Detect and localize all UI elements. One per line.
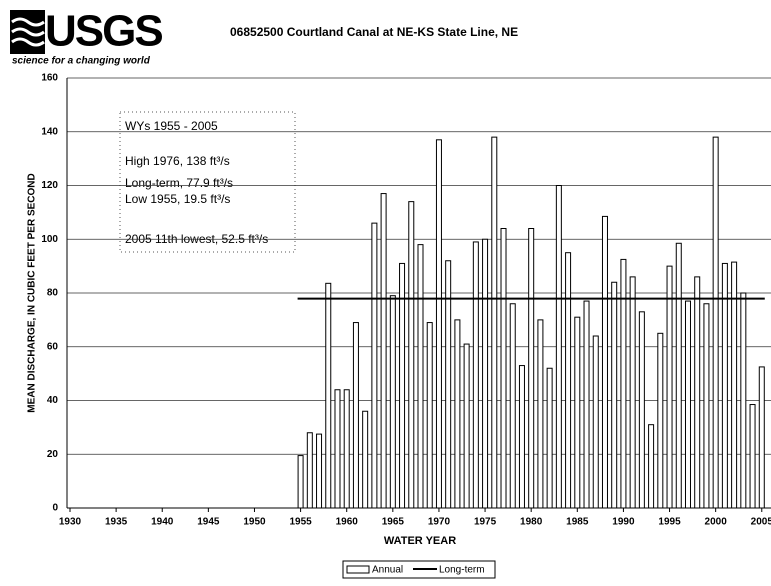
bar <box>500 228 507 509</box>
bar <box>574 316 581 509</box>
bar <box>445 260 452 509</box>
bar <box>740 292 747 509</box>
x-tick-label: 1975 <box>474 517 497 528</box>
bar <box>316 433 323 509</box>
annotation: High 1976, 138 ft³/s <box>125 154 230 168</box>
bar <box>648 424 655 509</box>
logo-waves <box>11 17 45 47</box>
x-tick-label: 1980 <box>520 517 543 528</box>
chart-title: 06852500 Courtland Canal at NE-KS State … <box>230 25 518 39</box>
annotation: Long-term, 77.9 ft³/s <box>125 176 233 190</box>
bar <box>565 252 572 509</box>
x-tick-label: 1935 <box>105 517 128 528</box>
x-tick-label: 1995 <box>658 517 681 528</box>
bar <box>306 432 313 509</box>
bar <box>592 335 599 509</box>
bar <box>463 343 470 509</box>
bar <box>371 222 378 509</box>
bar <box>417 244 424 509</box>
y-tick-label: 100 <box>41 234 58 245</box>
y-tick-label: 120 <box>41 180 58 191</box>
bar <box>343 389 350 509</box>
bar <box>426 322 433 509</box>
x-tick-label: 2005 <box>751 517 771 528</box>
bar <box>657 332 664 509</box>
bar <box>482 238 489 509</box>
x-axis-label: WATER YEAR <box>384 535 456 547</box>
legend-label: Long-term <box>439 565 485 576</box>
bar <box>694 276 701 509</box>
bar <box>583 300 590 509</box>
y-tick-label: 140 <box>41 126 58 137</box>
x-tick-label: 1955 <box>289 517 312 528</box>
bar <box>518 365 525 509</box>
x-tick-label: 1990 <box>612 517 635 528</box>
annotation: WYs 1955 - 2005 <box>125 119 218 133</box>
x-tick-label: 1970 <box>428 517 451 528</box>
bar <box>389 295 396 509</box>
bar <box>491 136 498 509</box>
bar <box>528 228 535 509</box>
y-tick-label: 20 <box>47 449 59 460</box>
y-tick-label: 80 <box>47 288 59 299</box>
annotation: Low 1955, 19.5 ft³/s <box>125 192 230 206</box>
bar <box>601 215 608 509</box>
bar <box>546 367 553 509</box>
bar <box>352 322 359 509</box>
y-tick-label: 160 <box>41 73 58 84</box>
legend-label: Annual <box>372 565 403 576</box>
bar <box>675 242 682 509</box>
bar <box>712 136 719 509</box>
bar <box>509 303 516 509</box>
bar <box>638 311 645 509</box>
bar <box>380 193 387 509</box>
legend: Annual Long-term <box>342 560 496 579</box>
logo-text: USGS <box>45 7 162 56</box>
annotation-box <box>119 111 296 253</box>
x-tick-label: 1960 <box>336 517 359 528</box>
bar <box>454 319 461 509</box>
bar <box>408 201 415 509</box>
y-tick-label: 60 <box>47 341 59 352</box>
legend-swatch <box>346 565 370 574</box>
bar <box>620 258 627 509</box>
x-tick-label: 2000 <box>705 517 728 528</box>
bar <box>731 261 738 509</box>
bar <box>611 281 618 509</box>
y-axis-label: MEAN DISCHARGE, IN CUBIC FEET PER SECOND <box>27 173 38 412</box>
bar <box>297 455 304 509</box>
logo-tagline: science for a changing world <box>12 56 151 67</box>
bar <box>703 303 710 509</box>
x-tick-label: 1945 <box>197 517 220 528</box>
bar <box>435 139 442 509</box>
x-tick-label: 1950 <box>243 517 266 528</box>
bar <box>537 319 544 509</box>
x-tick-label: 1930 <box>59 517 82 528</box>
bar <box>334 389 341 509</box>
y-tick-label: 40 <box>47 395 59 406</box>
x-tick-label: 1985 <box>566 517 589 528</box>
bar <box>555 185 562 509</box>
x-tick-label: 1940 <box>151 517 174 528</box>
bar <box>758 366 765 509</box>
bar <box>399 262 406 509</box>
bar <box>684 300 691 509</box>
bar <box>666 265 673 509</box>
bar <box>749 404 756 509</box>
bar <box>362 410 369 509</box>
bar <box>721 262 728 509</box>
bar <box>629 276 636 509</box>
bar <box>325 282 332 509</box>
x-tick-label: 1965 <box>382 517 405 528</box>
y-tick-label: 0 <box>52 503 58 514</box>
logo: USGS science for a changing world <box>10 7 164 67</box>
bar <box>472 241 479 509</box>
